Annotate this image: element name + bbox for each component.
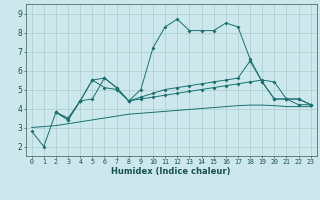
- X-axis label: Humidex (Indice chaleur): Humidex (Indice chaleur): [111, 167, 231, 176]
